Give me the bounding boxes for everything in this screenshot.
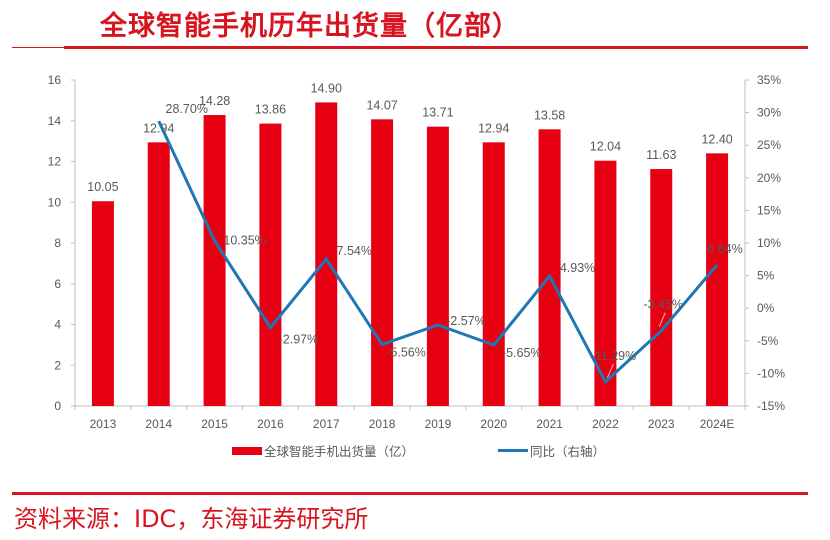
- label-leader-line: [606, 363, 614, 379]
- bar-labels: 10.05 12.94 14.28 13.86 14.90 14.07 13.71 12.94…: [87, 81, 732, 194]
- bar-data-label: 11.63: [646, 148, 676, 162]
- right-tick-label: -10%: [757, 366, 785, 380]
- bar: [91, 201, 114, 406]
- right-tick-label: 0%: [757, 301, 775, 315]
- legend-bar-label: 全球智能手机出货量（亿）: [264, 444, 415, 459]
- x-tick-labels: 2013 2014 2015 2016 2017 2018 2019 2020 2021 2022…: [90, 417, 735, 431]
- bar: [538, 129, 561, 406]
- x-tick-label: 2014: [145, 417, 172, 431]
- bar-data-label: 14.07: [366, 98, 397, 112]
- line-data-label: 4.93%: [560, 261, 595, 275]
- title-divider: [64, 46, 808, 49]
- x-tick-label: 2023: [648, 417, 675, 431]
- bar: [315, 102, 338, 406]
- x-tick-label: 2021: [536, 417, 563, 431]
- bar-data-label: 13.71: [422, 106, 453, 120]
- left-tick-label: 14: [48, 114, 62, 128]
- title-divider-thin: [12, 47, 64, 48]
- right-tick-label: 30%: [757, 106, 781, 120]
- bar-data-label: 14.28: [199, 94, 230, 108]
- line-data-label: -2.57%: [446, 314, 486, 328]
- left-tick-label: 8: [54, 236, 61, 250]
- line-data-label: -5.56%: [386, 345, 426, 359]
- line-data-label: 10.35%: [223, 234, 265, 248]
- bar: [203, 115, 226, 407]
- legend-item-line: 同比（右轴）: [498, 441, 605, 460]
- bar-data-label: 12.40: [701, 132, 732, 146]
- page-title: 全球智能手机历年出货量（亿部）: [100, 11, 520, 42]
- right-tick-label: -5%: [757, 334, 779, 348]
- bar: [259, 123, 282, 406]
- bar: [147, 142, 170, 406]
- left-tick-label: 12: [48, 155, 62, 169]
- x-tick-label: 2013: [90, 417, 117, 431]
- x-tick-label: 2022: [592, 417, 619, 431]
- bar-data-label: 13.58: [534, 108, 565, 122]
- legend-line-label: 同比（右轴）: [530, 444, 606, 459]
- source-divider: [12, 492, 808, 495]
- right-tick-label: 35%: [757, 73, 781, 87]
- right-tick-label: 20%: [757, 171, 781, 185]
- right-tick-label: 10%: [757, 236, 781, 250]
- line-data-label: -2.97%: [279, 333, 319, 347]
- bar-data-label: 13.86: [255, 103, 286, 117]
- legend-item-bar: 全球智能手机出货量（亿）: [232, 441, 414, 460]
- x-tick-label: 2019: [425, 417, 452, 431]
- chart: 0 2 4 6 8 10 12 14 16 -15% -10% -5% 0% 5% 10% 15% 20% 25%…: [48, 73, 786, 431]
- left-tick-label: 2: [54, 358, 61, 372]
- right-tick-label: 15%: [757, 203, 781, 217]
- x-tick-label: 2020: [480, 417, 507, 431]
- axes: 0 2 4 6 8 10 12 14 16 -15% -10% -5% 0% 5% 10% 15% 20% 25%…: [48, 73, 786, 413]
- line-labels: 28.70% 10.35% -2.97% 7.54% -5.56% -2.57% -5.65…: [166, 102, 743, 379]
- left-tick-label: 16: [48, 73, 62, 87]
- bar: [482, 142, 505, 406]
- left-tick-label: 0: [54, 399, 61, 413]
- line-data-label: -11.29%: [591, 349, 637, 363]
- x-tick-label: 2017: [313, 417, 340, 431]
- bars: [91, 102, 729, 407]
- source-note: 资料来源：IDC，东海证券研究所: [14, 505, 369, 533]
- label-leader-line: [658, 312, 666, 327]
- line-data-label: 6.64%: [707, 242, 742, 256]
- bar-data-label: 12.04: [590, 140, 621, 154]
- legend-bar-swatch: [232, 446, 262, 455]
- line-data-label: 28.70%: [166, 102, 208, 116]
- x-tick-label: 2024E: [700, 417, 735, 431]
- bar-data-label: 12.94: [143, 121, 174, 135]
- bar-data-label: 10.05: [87, 180, 118, 194]
- x-tick-label: 2018: [369, 417, 396, 431]
- yoy-line: [157, 120, 719, 385]
- right-tick-label: -15%: [757, 399, 785, 413]
- bar: [650, 169, 673, 406]
- left-tick-label: 4: [54, 318, 61, 332]
- bar: [426, 126, 449, 406]
- right-tick-label: 5%: [757, 269, 775, 283]
- line-data-label: 7.54%: [337, 244, 372, 258]
- left-tick-label: 6: [54, 277, 61, 291]
- right-tick-label: 25%: [757, 138, 781, 152]
- line-data-label: -5.65%: [502, 346, 542, 360]
- legend: 全球智能手机出货量（亿） 同比（右轴）: [232, 441, 605, 460]
- left-tick-label: 10: [48, 195, 62, 209]
- x-tick-label: 2015: [201, 417, 228, 431]
- legend-line-swatch: [498, 449, 529, 452]
- line-data-label: -3.45%: [643, 298, 683, 312]
- x-tick-label: 2016: [257, 417, 284, 431]
- bar-data-label: 12.94: [478, 121, 509, 135]
- bar: [594, 160, 617, 406]
- bar: [371, 119, 394, 406]
- bar-data-label: 14.90: [311, 81, 342, 95]
- bar: [706, 153, 729, 406]
